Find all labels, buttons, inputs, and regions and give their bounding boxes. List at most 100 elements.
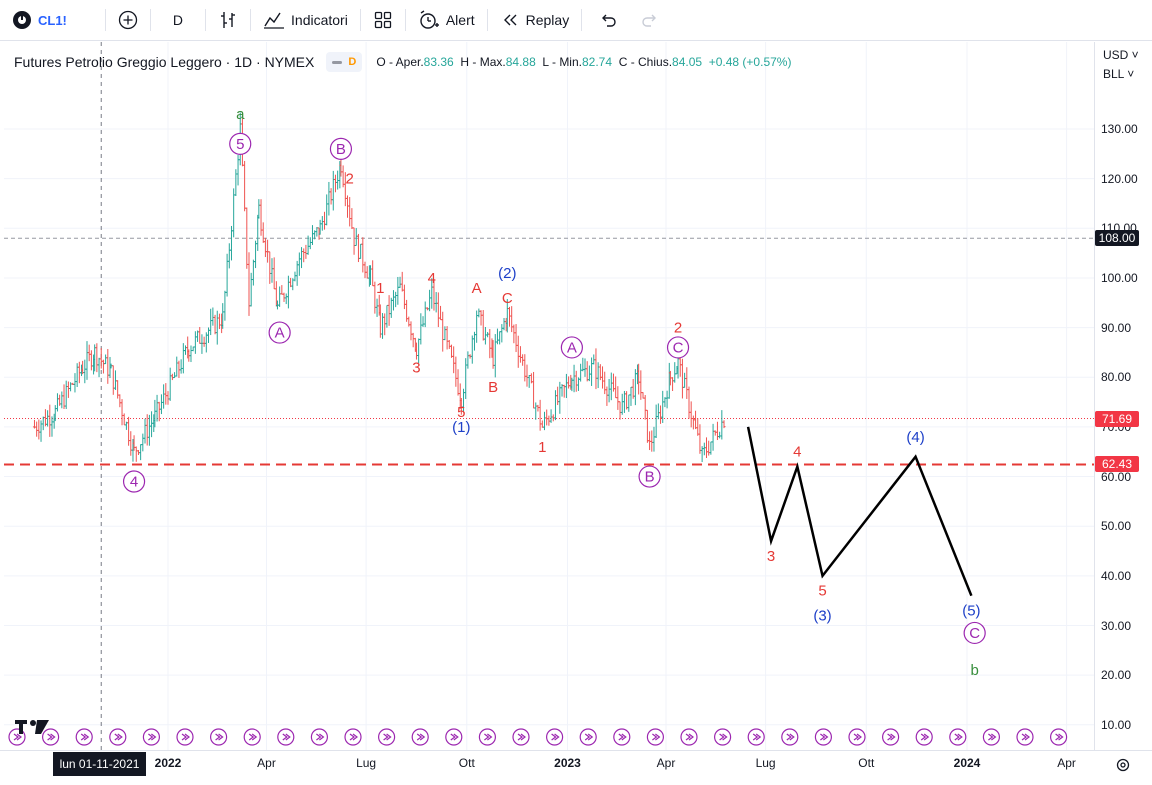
status-pill[interactable]: D: [326, 52, 363, 72]
event-marker-icon[interactable]: [680, 728, 698, 746]
wave-label[interactable]: 1: [538, 439, 546, 456]
wave-label[interactable]: 2: [674, 320, 682, 337]
tradingview-logo[interactable]: [15, 718, 49, 741]
wave-label[interactable]: 4: [793, 444, 801, 461]
symbol-search[interactable]: CL1!: [0, 0, 75, 40]
event-marker-icon[interactable]: [545, 728, 564, 746]
event-marker-icon[interactable]: [277, 728, 295, 746]
indicators-button[interactable]: Indicatori: [255, 0, 356, 40]
event-marker-icon[interactable]: [142, 728, 160, 746]
wave-label[interactable]: A: [268, 321, 291, 344]
close-label: C - Chius.: [618, 55, 673, 69]
currency-selector[interactable]: USD ˅: [1103, 48, 1139, 62]
wave-label[interactable]: b: [970, 662, 978, 679]
time-scale[interactable]: [0, 750, 1152, 785]
price-bar: [350, 208, 354, 230]
price-bar: [87, 344, 91, 362]
event-marker-icon[interactable]: [982, 728, 1001, 746]
price-bar: [394, 291, 398, 308]
alert-button[interactable]: Alert: [410, 0, 483, 40]
wave-label[interactable]: B: [638, 465, 661, 488]
price-scale[interactable]: [1095, 42, 1152, 750]
event-marker-icon[interactable]: [445, 728, 463, 746]
price-bar: [479, 310, 483, 326]
wave-label[interactable]: A: [472, 280, 482, 297]
price-bar: [331, 170, 335, 211]
event-marker-icon[interactable]: [915, 728, 933, 746]
event-marker-icon[interactable]: [613, 728, 631, 746]
event-marker-icon[interactable]: [176, 728, 194, 746]
price-bar: [607, 378, 611, 403]
price-bar: [641, 392, 645, 399]
gridlines: [4, 128, 1094, 726]
wave-circle: [963, 621, 986, 645]
market-status-letter: D: [348, 56, 357, 68]
wave-label[interactable]: 3: [767, 548, 775, 565]
wave-label[interactable]: B: [329, 137, 353, 160]
wave-circle: [666, 336, 690, 359]
price-tag[interactable]: 108.00: [1095, 230, 1139, 247]
wave-label[interactable]: C: [963, 621, 986, 645]
event-marker-icon[interactable]: [243, 728, 261, 746]
wave-label[interactable]: (2): [498, 265, 516, 282]
symbol-title[interactable]: Futures Petrolio Greggio Leggero · 1D · …: [14, 54, 315, 70]
price-bar: [120, 399, 124, 426]
replay-button[interactable]: Replay: [492, 0, 578, 40]
wave-label[interactable]: B: [488, 379, 498, 396]
price-bar: [421, 316, 425, 327]
event-marker-icon[interactable]: [814, 728, 833, 746]
price-bar: [715, 421, 719, 441]
event-marker-icon[interactable]: [1049, 728, 1068, 746]
wave-label[interactable]: 2: [346, 171, 354, 188]
event-marker-icon[interactable]: [210, 728, 228, 746]
price-tag[interactable]: 62.43: [1095, 456, 1139, 473]
event-marker-icon[interactable]: [848, 728, 866, 746]
event-marker-icon[interactable]: [713, 728, 732, 746]
interval-button[interactable]: D: [155, 0, 201, 40]
price-bar: [502, 318, 506, 331]
wave-label[interactable]: (1): [452, 419, 470, 436]
wave-label[interactable]: C: [666, 336, 690, 359]
wave-label[interactable]: 4: [428, 270, 436, 287]
wave-label[interactable]: (3): [813, 608, 831, 625]
unit-selector[interactable]: BLL ˅: [1103, 67, 1135, 81]
event-marker-icon[interactable]: [75, 728, 93, 746]
event-marker-icon[interactable]: [881, 728, 900, 746]
price-bar: [650, 430, 654, 452]
wave-label[interactable]: a: [236, 106, 245, 123]
event-marker-icon[interactable]: [747, 728, 765, 746]
settings-gear-icon[interactable]: [1115, 757, 1131, 778]
wave-label[interactable]: 5: [818, 583, 826, 600]
event-marker-icon[interactable]: [344, 728, 362, 746]
event-marker-icon[interactable]: [41, 728, 60, 746]
wave-label[interactable]: 3: [412, 359, 420, 376]
event-marker-icon[interactable]: [109, 728, 127, 746]
wave-label[interactable]: C: [502, 290, 513, 307]
event-marker-icon[interactable]: [1016, 728, 1034, 746]
event-marker-icon[interactable]: [310, 728, 328, 746]
wave-label[interactable]: (4): [906, 429, 924, 446]
price-tag[interactable]: 71.69: [1095, 410, 1139, 427]
wave-label[interactable]: 5: [457, 404, 465, 421]
event-marker-icon[interactable]: [781, 728, 799, 746]
event-marker-icon[interactable]: [579, 728, 597, 746]
event-marker-icon[interactable]: [378, 728, 396, 746]
wave-label[interactable]: 5: [229, 132, 252, 155]
event-marker-icon[interactable]: [949, 728, 967, 746]
redo-button[interactable]: [630, 0, 670, 40]
event-marker-icon[interactable]: [512, 728, 530, 746]
projection-path[interactable]: [746, 426, 973, 597]
wave-label[interactable]: 4: [122, 470, 146, 493]
wave-label[interactable]: 1: [376, 280, 384, 297]
compare-button[interactable]: [110, 0, 146, 40]
event-marker-icon[interactable]: [478, 728, 496, 746]
wave-label[interactable]: (5): [962, 603, 980, 620]
chart-style-button[interactable]: [210, 0, 246, 40]
undo-button[interactable]: [586, 0, 630, 40]
templates-button[interactable]: [365, 0, 401, 40]
event-marker-icon[interactable]: [646, 728, 665, 746]
wave-label[interactable]: A: [560, 336, 583, 359]
event-marker-icon[interactable]: [411, 728, 429, 746]
